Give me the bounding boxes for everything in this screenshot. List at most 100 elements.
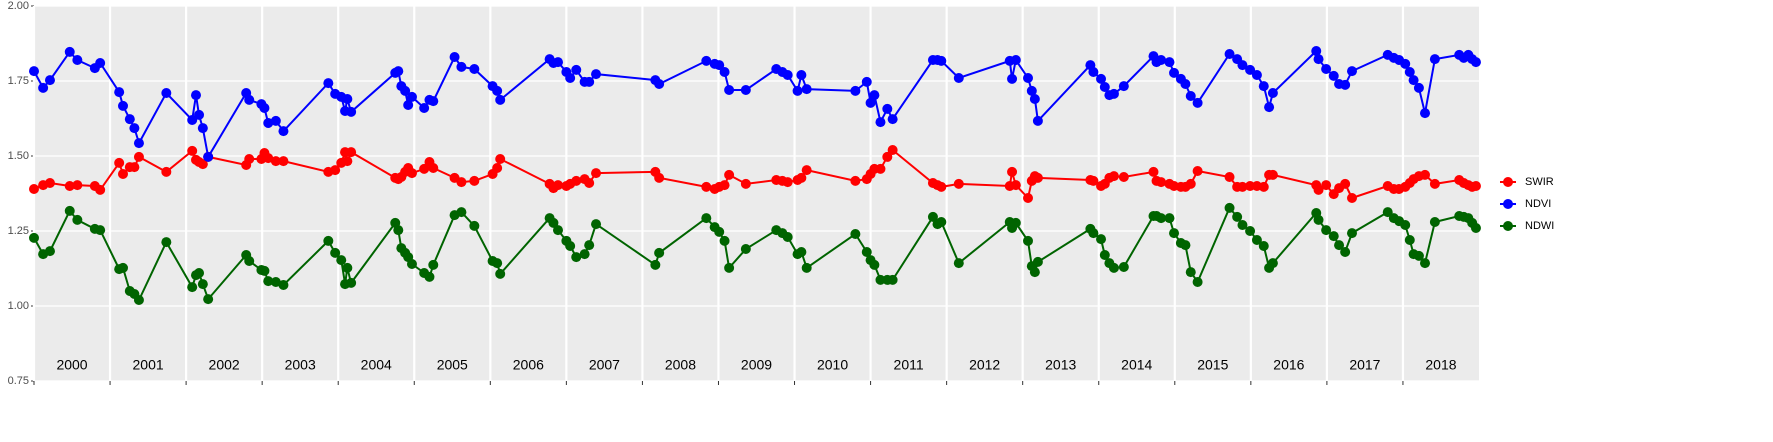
point xyxy=(406,91,417,102)
point xyxy=(1118,262,1129,272)
point xyxy=(1258,81,1269,92)
point xyxy=(1346,66,1357,77)
legend: SWIR NDVI NDWI xyxy=(1500,176,1554,232)
point xyxy=(456,177,467,188)
point xyxy=(714,226,725,237)
point xyxy=(792,85,803,96)
point xyxy=(1156,213,1167,224)
point xyxy=(203,294,214,305)
point xyxy=(654,172,665,183)
point xyxy=(1237,220,1248,230)
point xyxy=(1413,250,1424,261)
point xyxy=(1029,267,1040,278)
year-label: 2003 xyxy=(285,357,316,373)
point xyxy=(1192,166,1203,176)
point xyxy=(114,157,125,168)
point xyxy=(591,168,602,179)
point xyxy=(278,156,289,167)
point xyxy=(1148,166,1159,177)
point xyxy=(1267,88,1278,98)
point xyxy=(346,277,357,288)
point xyxy=(1340,79,1351,90)
point xyxy=(419,163,430,174)
point xyxy=(492,258,503,269)
point xyxy=(64,181,75,191)
point xyxy=(850,229,861,239)
point xyxy=(278,126,289,137)
point xyxy=(553,225,564,236)
point xyxy=(428,163,439,173)
point xyxy=(887,114,898,125)
point xyxy=(571,64,582,75)
year-label: 2008 xyxy=(665,357,696,373)
point xyxy=(469,175,480,186)
point xyxy=(1328,231,1339,242)
point xyxy=(117,262,128,273)
point xyxy=(117,169,128,179)
point xyxy=(719,67,730,77)
point xyxy=(1420,169,1431,180)
point xyxy=(553,180,564,191)
point xyxy=(1267,169,1278,180)
point xyxy=(1164,57,1175,68)
point xyxy=(548,217,559,228)
point xyxy=(323,78,334,89)
point xyxy=(1032,115,1043,126)
point xyxy=(1088,67,1099,77)
point xyxy=(346,106,357,117)
point xyxy=(701,55,712,66)
point xyxy=(875,274,886,285)
point xyxy=(1328,70,1339,81)
point xyxy=(424,271,435,282)
point xyxy=(936,217,947,227)
point xyxy=(584,76,595,87)
point xyxy=(1313,54,1324,65)
year-label: 2014 xyxy=(1121,357,1152,373)
point xyxy=(197,159,208,170)
point xyxy=(1264,102,1275,113)
point xyxy=(495,268,506,279)
point xyxy=(1010,180,1021,191)
point xyxy=(400,85,411,96)
point xyxy=(1099,250,1110,260)
point xyxy=(1429,54,1440,65)
point xyxy=(1185,91,1196,101)
point xyxy=(1096,73,1107,84)
point xyxy=(1321,225,1332,236)
point xyxy=(1169,228,1180,239)
point xyxy=(244,94,255,105)
point xyxy=(1224,172,1235,182)
point xyxy=(133,138,144,149)
point xyxy=(714,60,725,71)
point xyxy=(495,94,506,105)
year-label: 2017 xyxy=(1349,357,1380,373)
point xyxy=(953,73,964,83)
point xyxy=(1224,202,1235,213)
point xyxy=(393,225,404,236)
point xyxy=(875,163,886,174)
year-label: 2002 xyxy=(209,357,240,373)
point xyxy=(1088,175,1099,186)
point xyxy=(936,55,947,66)
point xyxy=(584,240,595,251)
year-label: 2000 xyxy=(56,357,87,373)
point xyxy=(1404,235,1415,245)
point xyxy=(782,70,793,80)
point xyxy=(1108,262,1119,273)
point xyxy=(187,145,198,156)
point xyxy=(1346,228,1357,239)
point xyxy=(861,247,872,257)
point xyxy=(571,175,582,186)
point xyxy=(571,252,582,263)
plot-panel xyxy=(34,6,1479,381)
legend-label: NDWI xyxy=(1525,220,1554,232)
point xyxy=(95,184,106,195)
point xyxy=(1023,235,1034,246)
point xyxy=(259,103,270,113)
point xyxy=(1413,82,1424,93)
point xyxy=(1192,277,1203,287)
point xyxy=(936,181,947,192)
point xyxy=(1311,46,1322,56)
point xyxy=(579,249,590,260)
